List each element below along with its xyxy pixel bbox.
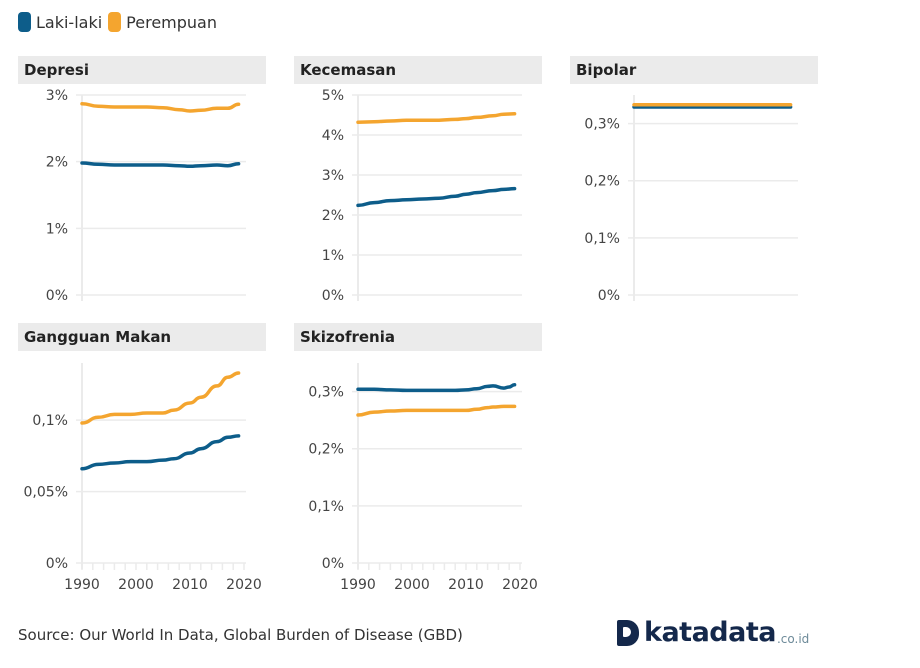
skizofrenia-series-perempuan	[356, 404, 517, 417]
kecemasan-y-tick-label: 5%	[322, 88, 344, 104]
kecemasan-y-tick-label: 4%	[322, 128, 344, 144]
kecemasan-y-tick-label: 0%	[322, 288, 344, 304]
kecemasan-y-tick-label: 2%	[322, 208, 344, 224]
bipolar-y-tick-label: 0,2%	[584, 174, 620, 190]
katadata-logo: katadata .co.id	[617, 617, 810, 648]
bipolar-y-tick-label: 0,1%	[584, 231, 620, 247]
gangguan-makan-y-tick-label: 0,1%	[32, 413, 68, 429]
legend-label-laki-laki: Laki-laki	[36, 12, 103, 32]
skizofrenia-series-laki-laki	[356, 382, 517, 393]
legend-swatch-laki-laki	[18, 12, 31, 32]
legend-label-perempuan: Perempuan	[126, 12, 217, 32]
skizofrenia-x-tick-label: 2010	[448, 577, 484, 593]
gangguan-makan-x-tick-label: 2000	[118, 577, 154, 593]
gangguan-makan-x-tick-label: 2010	[172, 577, 208, 593]
panel-title-gangguan-makan: Gangguan Makan	[18, 323, 266, 351]
katadata-logo-icon	[617, 620, 639, 646]
kecemasan-series-laki-laki	[356, 186, 517, 208]
kecemasan-series-perempuan	[356, 112, 517, 124]
bipolar-y-tick-label: 0%	[598, 288, 620, 304]
skizofrenia-y-tick-label: 0,1%	[308, 499, 344, 515]
depresi-y-tick-label: 1%	[46, 221, 68, 237]
depresi-y-tick-label: 2%	[46, 155, 68, 171]
skizofrenia-x-tick-label: 2020	[502, 577, 538, 593]
legend-item-perempuan: Perempuan	[108, 12, 217, 32]
panel-title-skizofrenia: Skizofrenia	[294, 323, 542, 351]
depresi-y-tick-label: 3%	[46, 88, 68, 104]
depresi-series-perempuan	[80, 101, 241, 113]
bipolar-y-tick-label: 0,3%	[584, 117, 620, 133]
legend-swatch-perempuan	[108, 12, 122, 32]
skizofrenia-y-tick-label: 0,2%	[308, 442, 344, 458]
depresi-series-laki-laki	[80, 161, 241, 169]
logo-text: katadata	[644, 617, 776, 648]
panel-title-kecemasan: Kecemasan	[294, 56, 542, 84]
skizofrenia-x-tick-label: 1990	[340, 577, 376, 593]
skizofrenia-y-tick-label: 0,3%	[308, 385, 344, 401]
gangguan-makan-y-tick-label: 0%	[46, 556, 68, 572]
kecemasan-y-tick-label: 3%	[322, 168, 344, 184]
skizofrenia-y-tick-label: 0%	[322, 556, 344, 572]
gangguan-makan-series-perempuan	[80, 371, 241, 425]
gangguan-makan-x-tick-label: 2020	[226, 577, 262, 593]
legend: Laki-laki Perempuan	[18, 12, 223, 32]
depresi-y-tick-label: 0%	[46, 288, 68, 304]
logo-suffix: .co.id	[776, 632, 810, 646]
legend-item-laki-laki: Laki-laki	[18, 12, 102, 32]
panel-title-depresi: Depresi	[18, 56, 266, 84]
panel-title-bipolar: Bipolar	[570, 56, 818, 84]
gangguan-makan-y-tick-label: 0,05%	[24, 485, 68, 501]
gangguan-makan-series-laki-laki	[80, 434, 241, 471]
skizofrenia-x-tick-label: 2000	[394, 577, 430, 593]
gangguan-makan-x-tick-label: 1990	[64, 577, 100, 593]
source-note: Source: Our World In Data, Global Burden…	[18, 626, 463, 644]
kecemasan-y-tick-label: 1%	[322, 248, 344, 264]
